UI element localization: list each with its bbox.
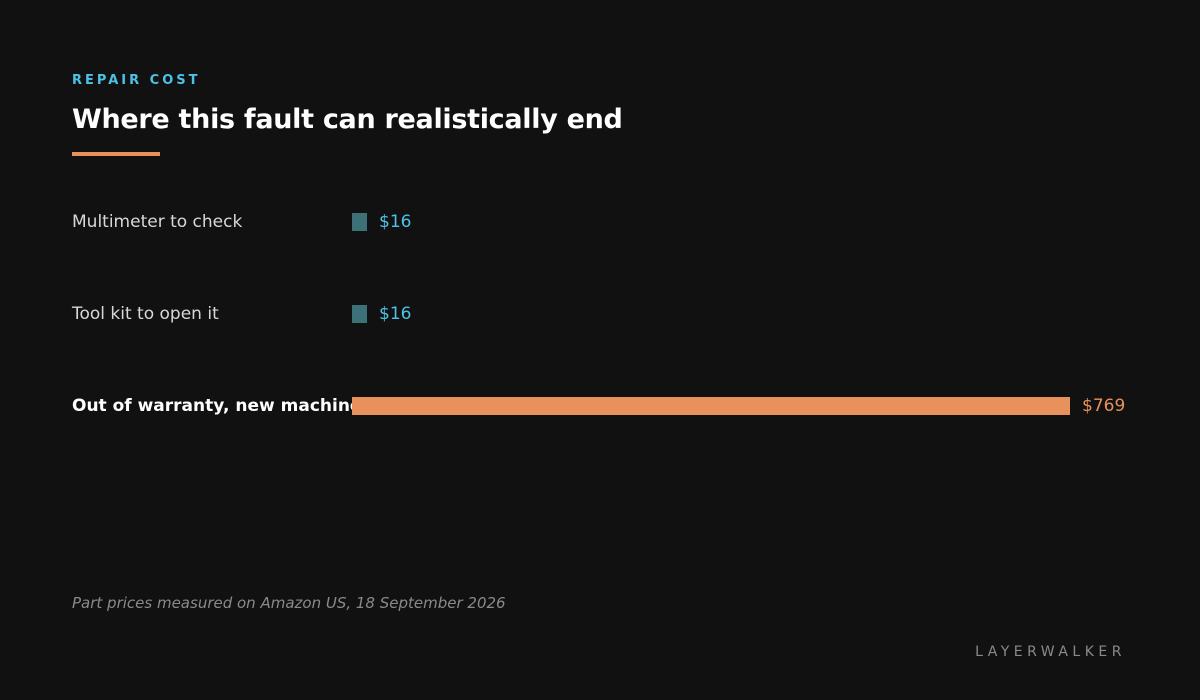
bar-out-of-warranty-new-machine [352,397,1070,415]
title-underline [72,152,160,156]
category-label-tool-kit-to-open-it: Tool kit to open it [71,304,219,324]
value-label-multimeter-to-check: $16 [379,212,411,232]
value-label-out-of-warranty-new-machine: $769 [1082,396,1125,416]
category-label-multimeter-to-check: Multimeter to check [72,212,242,232]
brand-wordmark: LAYERWALKER [975,644,1126,660]
value-label-tool-kit-to-open-it: $16 [379,304,411,324]
bar-tool-kit-to-open-it [352,305,367,323]
footnote: Part prices measured on Amazon US, 18 Se… [72,594,506,612]
category-label-out-of-warranty-new-machine: Out of warranty, new machine [72,396,361,416]
bar-multimeter-to-check [352,213,367,231]
chart-title: Where this fault can realistically end [72,104,623,135]
section-eyebrow: REPAIR COST [72,73,201,88]
